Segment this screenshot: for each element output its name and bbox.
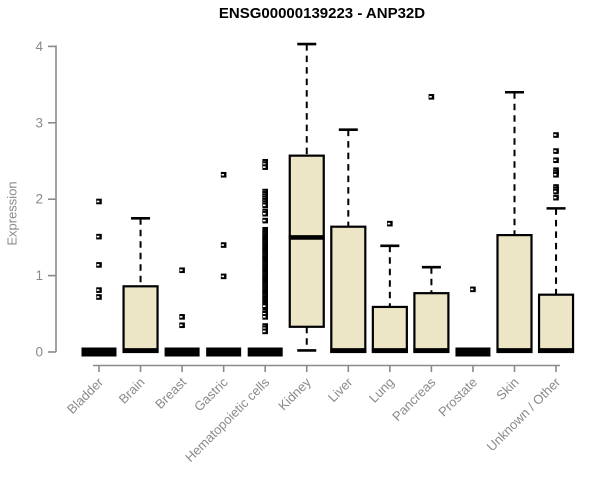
x-tick-label: Bladder	[64, 374, 107, 417]
box	[288, 154, 325, 328]
y-tick-label: 3	[35, 115, 43, 130]
x-tick-label: Kidney	[275, 374, 314, 413]
collapsed-box	[455, 347, 491, 357]
x-tick-label: Brain	[116, 375, 148, 407]
outlier-point-slit	[221, 244, 225, 246]
outlier-point-slit	[553, 173, 557, 176]
box	[413, 292, 450, 354]
collapsed-box	[81, 347, 117, 357]
y-tick-label: 2	[35, 192, 43, 207]
outlier-point-slit	[96, 296, 100, 298]
outlier-point-slit	[553, 134, 557, 136]
outlier-point-slit	[553, 150, 557, 152]
box	[537, 293, 575, 354]
chart-title: ENSG00000139223 - ANP32D	[218, 5, 426, 22]
outlier-point-slit	[263, 327, 266, 330]
x-tick-label: Gastric	[191, 374, 231, 414]
outlier-point-slit	[553, 196, 557, 199]
outlier-point-slit	[263, 204, 266, 207]
box	[371, 305, 408, 354]
outlier-point-slit	[263, 166, 266, 168]
y-tick-label: 1	[35, 268, 43, 283]
outlier-point-slit	[387, 222, 391, 225]
outlier-point-slit	[263, 163, 266, 165]
outlier-point-slit	[553, 159, 557, 162]
collapsed-box	[247, 347, 283, 357]
box	[496, 234, 533, 354]
outlier-point-slit	[429, 96, 432, 98]
outlier-point-slit	[263, 219, 266, 222]
outlier-point-slit	[263, 316, 266, 318]
collapsed-box	[164, 347, 200, 357]
outlier-point-slit	[263, 212, 266, 215]
outlier-point-slit	[96, 264, 100, 266]
outlier-point-slit	[96, 200, 100, 203]
x-tick-label: Lung	[366, 375, 397, 406]
y-tick-label: 0	[35, 345, 43, 360]
outlier-point-slit	[263, 330, 266, 333]
x-tick-label: Skin	[493, 375, 521, 403]
x-tick-label: Unknown / Other	[484, 374, 564, 454]
outlier-point-slit	[221, 275, 225, 278]
box	[122, 285, 159, 354]
y-tick-label: 4	[35, 39, 43, 54]
collapsed-box	[206, 347, 242, 357]
outlier-point-slit	[263, 305, 266, 307]
box	[330, 225, 367, 354]
outlier-point-slit	[263, 313, 266, 315]
outlier-point-slit	[179, 316, 183, 318]
x-tick-label: Breast	[152, 374, 189, 411]
x-tick-label: Pancreas	[389, 374, 439, 424]
outlier-point-slit	[553, 190, 557, 193]
outlier-point-slit	[221, 173, 225, 176]
outlier-point-slit	[470, 288, 474, 291]
outlier-point-slit	[96, 235, 100, 238]
x-tick-label: Prostate	[435, 375, 480, 420]
outlier-point-slit	[96, 289, 100, 291]
x-tick-label: Liver	[325, 374, 356, 405]
outlier-point-slit	[179, 324, 183, 327]
outlier-point-slit	[179, 269, 183, 272]
